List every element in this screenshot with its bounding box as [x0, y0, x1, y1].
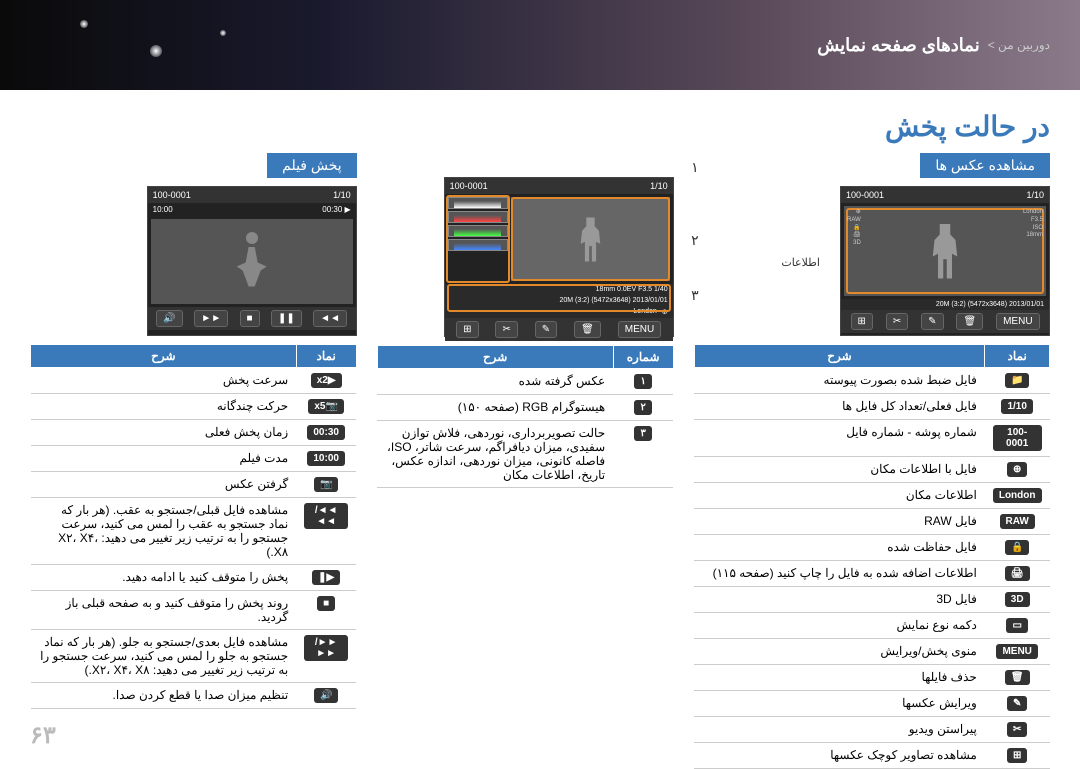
table-row: 100-0001شماره پوشه - شماره فایل — [694, 420, 1049, 457]
table-row: ▶❚پخش را متوقف کنید یا ادامه دهید. — [31, 565, 357, 591]
table-row: 🖨اطلاعات اضافه شده به فایل را چاپ کنید (… — [694, 561, 1049, 587]
table-row: ►►/►►مشاهده فایل بعدی/جستجو به جلو. (هر … — [31, 630, 357, 683]
rewind-icon[interactable]: ◄◄ — [313, 310, 347, 327]
callout-2: ۲ — [691, 232, 699, 249]
table-row: Londonاطلاعات مکان — [694, 483, 1049, 509]
table-row: ۳حالت تصویربرداری، نوردهی، فلاش توازن سف… — [377, 421, 673, 488]
table-row: ■روند پخش را متوقف کنید و به صفحه قبلی ب… — [31, 591, 357, 630]
video-screen: 1/10 100-0001 ▶ 00:30 10:00 ◄◄ ❚❚ ■ ►► 🔊 — [147, 186, 357, 336]
video-table: نمادشرح ▶x2سرعت پخش📷x5حرکت چندگانه00:30ز… — [30, 344, 357, 709]
table-row: ۲هیستوگرام RGB (صفحه ۱۵۰) — [377, 395, 673, 421]
middle-table: شمارهشرح ۱عکس گرفته شده۲هیستوگرام RGB (ص… — [377, 345, 674, 488]
table-row: 📁فایل ضبط شده بصورت پیوسته — [694, 368, 1049, 394]
breadcrumb: دوربین من > — [988, 38, 1050, 52]
file-num: 100-0001 — [846, 190, 884, 200]
table-row: 🗑حذف فایلها — [694, 665, 1049, 691]
video-column: پخش فیلم 1/10 100-0001 ▶ 00:30 10:00 ◄◄ … — [30, 153, 357, 769]
header-title: نمادهای صفحه نمایش — [817, 35, 980, 56]
stop-icon[interactable]: ■ — [240, 310, 260, 327]
table-row: ✂پیراستن ویدیو — [694, 717, 1049, 743]
table-row: 1/10فایل فعلی/تعداد کل فایل ها — [694, 394, 1049, 420]
table-row: 3Dفایل 3D — [694, 587, 1049, 613]
photo-column: مشاهده عکس ها 1/10 100-0001 ⊕RAW🔒🖨3D Lon… — [694, 153, 1050, 769]
page-header: دوربین من > نمادهای صفحه نمایش — [0, 0, 1080, 90]
photo-section-title: مشاهده عکس ها — [920, 153, 1050, 178]
table-row: ▶x2سرعت پخش — [31, 368, 357, 394]
page-number: ۶۳ — [30, 721, 56, 750]
counter: 1/10 — [1026, 190, 1044, 200]
info-label: اطلاعات — [781, 256, 820, 269]
table-row: ▭دکمه نوع نمایش — [694, 613, 1049, 639]
callout-3: ۳ — [691, 287, 699, 304]
volume-icon[interactable]: 🔊 — [156, 310, 182, 327]
middle-column: ۱ ۲ ۳ 1/10 100-0001 — [377, 153, 674, 769]
table-row: ✎ویرایش عکسها — [694, 691, 1049, 717]
photo-table: نمادشرح 📁فایل ضبط شده بصورت پیوسته1/10فا… — [694, 344, 1050, 769]
menu-button[interactable]: MENU — [996, 313, 1039, 330]
trash-icon[interactable]: 🗑 — [956, 313, 983, 330]
trim-icon[interactable]: ✂ — [886, 313, 908, 330]
video-section-title: پخش فیلم — [267, 153, 357, 178]
callout-1: ۱ — [691, 159, 699, 176]
forward-icon[interactable]: ►► — [194, 310, 228, 327]
table-row: 📷x5حرکت چندگانه — [31, 394, 357, 420]
middle-screen: 1/10 100-0001 — [444, 177, 674, 337]
table-row: MENUمنوی پخش/ویرایش — [694, 639, 1049, 665]
table-row: 00:30زمان پخش فعلی — [31, 420, 357, 446]
table-row: 🔒فایل حفاظت شده — [694, 535, 1049, 561]
thumb-icon[interactable]: ⊞ — [851, 313, 873, 330]
page-title: در حالت پخش — [30, 110, 1050, 143]
table-row: ⊕فایل با اطلاعات مکان — [694, 457, 1049, 483]
table-row: 🔊تنظیم میزان صدا یا قطع کردن صدا. — [31, 683, 357, 709]
table-row: 10:00مدت فیلم — [31, 446, 357, 472]
photo-screen: 1/10 100-0001 ⊕RAW🔒🖨3D LondonF3.5ISO18mm… — [840, 186, 1050, 336]
table-row: 📷گرفتن عکس — [31, 472, 357, 498]
table-row: ۱عکس گرفته شده — [377, 369, 673, 395]
table-row: ◄◄/◄◄مشاهده فایل قبلی/جستجو به عقب. (هر … — [31, 498, 357, 565]
table-row: RAWفایل RAW — [694, 509, 1049, 535]
edit-icon[interactable]: ✎ — [921, 313, 943, 330]
pause-icon[interactable]: ❚❚ — [271, 310, 302, 327]
